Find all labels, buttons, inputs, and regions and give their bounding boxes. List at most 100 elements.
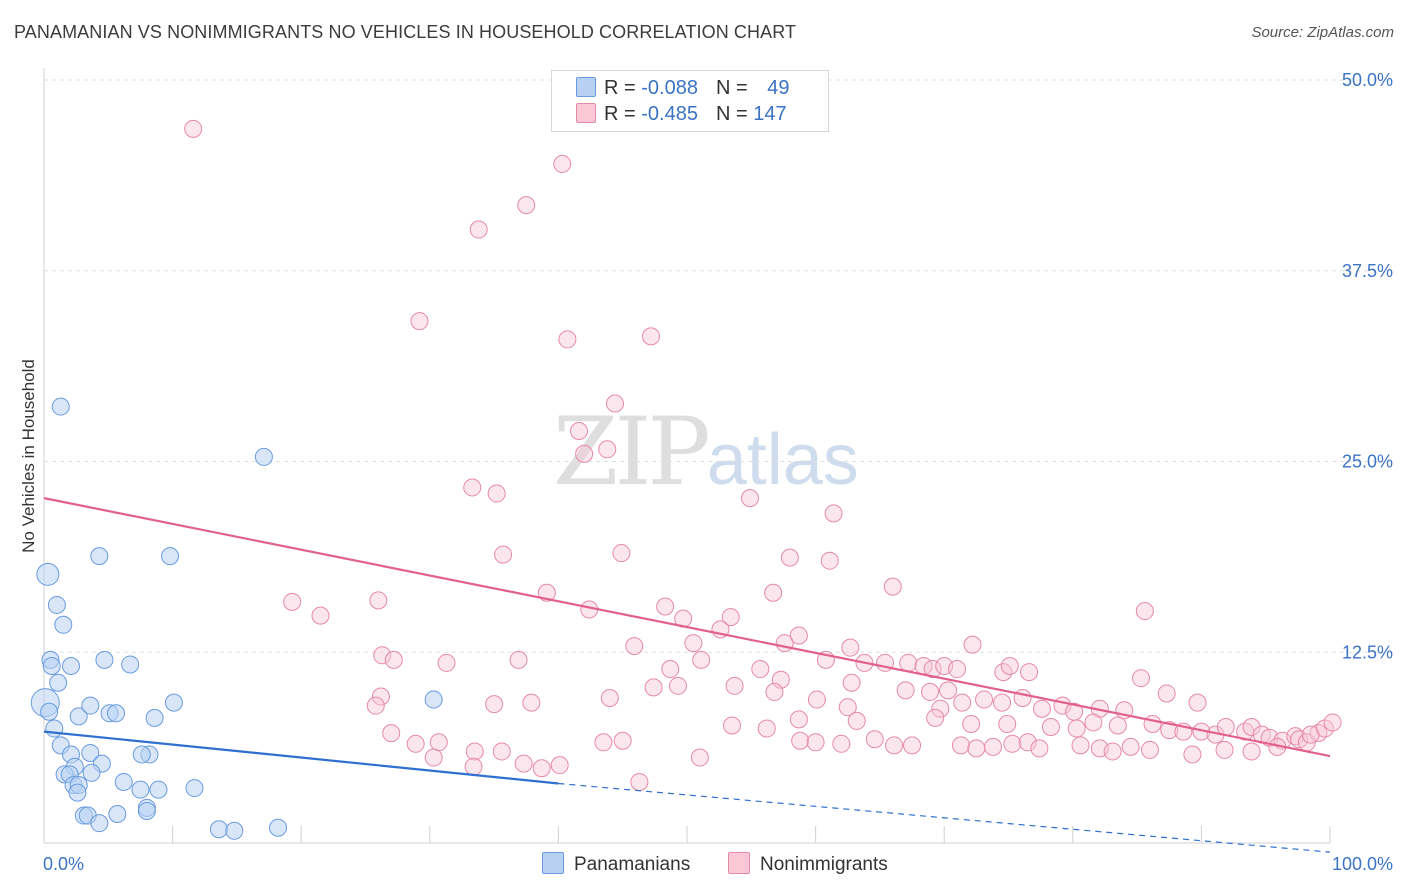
nonimmigrant-point — [1071, 736, 1090, 755]
nonimmigrant-point — [984, 737, 1003, 756]
legend-swatch-blue — [576, 77, 596, 97]
y-axis-label: No Vehicles in Household — [19, 359, 38, 553]
nonimmigrant-point — [463, 478, 482, 497]
nonimmigrant-point — [1003, 734, 1022, 753]
nonimmigrant-point — [594, 733, 613, 752]
panamanian-point — [161, 547, 180, 566]
nonimmigrant-point — [951, 736, 970, 755]
nonimmigrant-point — [644, 678, 663, 697]
nonimmigrant-point — [1131, 669, 1150, 688]
nonimmigrant-point — [684, 634, 703, 653]
panamanian-point — [185, 779, 204, 798]
bottom-legend-nonimmigrants: Nonimmigrants — [728, 852, 888, 876]
nonimmigrant-point — [558, 330, 577, 349]
bottom-legend-swatch-blue — [542, 852, 564, 874]
nonimmigrant-point — [841, 638, 860, 657]
nonimmigrant-point — [465, 742, 484, 761]
nonimmigrant-point — [514, 754, 533, 773]
nonimmigrant-point — [926, 708, 945, 727]
nonimmigrant-point — [832, 734, 851, 753]
nonimmigrant-point — [998, 714, 1017, 733]
nonimmigrant-point — [967, 739, 986, 758]
panamanian-point — [45, 719, 64, 738]
panamanian-point — [209, 820, 228, 839]
axes — [43, 68, 1331, 844]
nonimmigrant-point — [1103, 742, 1122, 761]
panamanian-point — [424, 690, 443, 709]
gridlines — [44, 79, 1392, 653]
nonimmigrant-point — [410, 312, 429, 331]
x-tick-label: 0.0% — [43, 854, 84, 874]
nonimmigrant-point — [838, 698, 857, 717]
nonimmigrant-point — [494, 545, 513, 564]
nonimmigrant-point — [1135, 602, 1154, 621]
nonimmigrant-point — [939, 681, 958, 700]
nonimmigrant-point — [789, 710, 808, 729]
nonimmigrant-point — [948, 660, 967, 679]
legend-r-label: R = — [604, 77, 642, 99]
nonimmigrant-point — [807, 690, 826, 709]
y-tick-label: 25.0% — [1342, 452, 1393, 472]
chart-title: PANAMANIAN VS NONIMMIGRANTS NO VEHICLES … — [14, 22, 797, 42]
panamanian-point — [36, 562, 60, 586]
nonimmigrant-point — [899, 653, 918, 672]
nonimmigrant-point — [1157, 684, 1176, 703]
nonimmigrant-point — [1309, 724, 1328, 743]
nonimmigrant-point — [605, 394, 624, 413]
nonimmigrant-point — [1020, 663, 1039, 682]
nonimmigrant-point — [613, 731, 632, 750]
panamanian-point — [54, 615, 73, 634]
nonimmigrant-point — [1143, 714, 1162, 733]
nonimmigrant-point — [612, 544, 631, 563]
nonimmigrant-point — [1018, 733, 1037, 752]
panamanian-point — [108, 805, 127, 824]
nonimmigrant-point — [1140, 740, 1159, 759]
nonimmigrant-point — [469, 220, 488, 239]
panamanian-point — [121, 655, 140, 674]
panamanian-point — [149, 780, 168, 799]
nonimmigrant-point — [789, 626, 808, 645]
nonimmigrant-point — [509, 650, 528, 669]
panamanian-point — [82, 763, 101, 782]
nonimmigrant-point — [656, 597, 675, 616]
nonimmigrant-point — [791, 731, 810, 750]
bottom-legend-swatch-pink — [728, 852, 750, 874]
nonimmigrant-point — [1067, 719, 1086, 738]
panamanian-point — [145, 708, 164, 727]
nonimmigrant-point — [537, 583, 556, 602]
nonimmigrant-point — [1183, 745, 1202, 764]
nonimmigrant-point — [424, 748, 443, 767]
nonimmigrant-point — [437, 653, 456, 672]
nonimmigrant-point — [382, 724, 401, 743]
panamanian-point — [131, 780, 150, 799]
nonimmigrant-point — [1121, 737, 1140, 756]
panamanian-point — [114, 772, 133, 791]
nonimmigrant-point — [842, 673, 861, 692]
nonimmigrant-point — [741, 489, 760, 508]
data-points — [30, 119, 1342, 840]
nonimmigrant-point — [885, 736, 904, 755]
legend-swatch-pink — [576, 103, 596, 123]
panamanian-point — [81, 743, 100, 762]
bottom-legend-label: Nonimmigrants — [760, 854, 888, 875]
nonimmigrant-point — [721, 608, 740, 627]
nonimmigrant-point — [311, 606, 330, 625]
nonimmigrant-point — [661, 660, 680, 679]
nonimmigrant-point — [366, 696, 385, 715]
panamanian-point — [69, 707, 88, 726]
nonimmigrant-point — [487, 484, 506, 503]
panamanian-trend-line — [43, 730, 559, 785]
nonimmigrant-point — [532, 759, 551, 778]
nonimmigrant-point — [975, 690, 994, 709]
nonimmigrant-point — [641, 327, 660, 346]
nonimmigrant-point — [921, 682, 940, 701]
panamanian-point — [137, 801, 156, 820]
nonimmigrant-trend-line — [43, 497, 1331, 758]
nonimmigrant-point — [751, 660, 770, 679]
nonimmigrant-point — [690, 748, 709, 767]
legend-n-value: 49 — [767, 77, 790, 99]
stats-legend: R = -0.088 N = 49 R = -0.485 N = 147 — [551, 70, 829, 132]
x-tick-label: 100.0% — [1332, 854, 1393, 874]
nonimmigrant-point — [569, 421, 588, 440]
nonimmigrant-point — [600, 689, 619, 708]
